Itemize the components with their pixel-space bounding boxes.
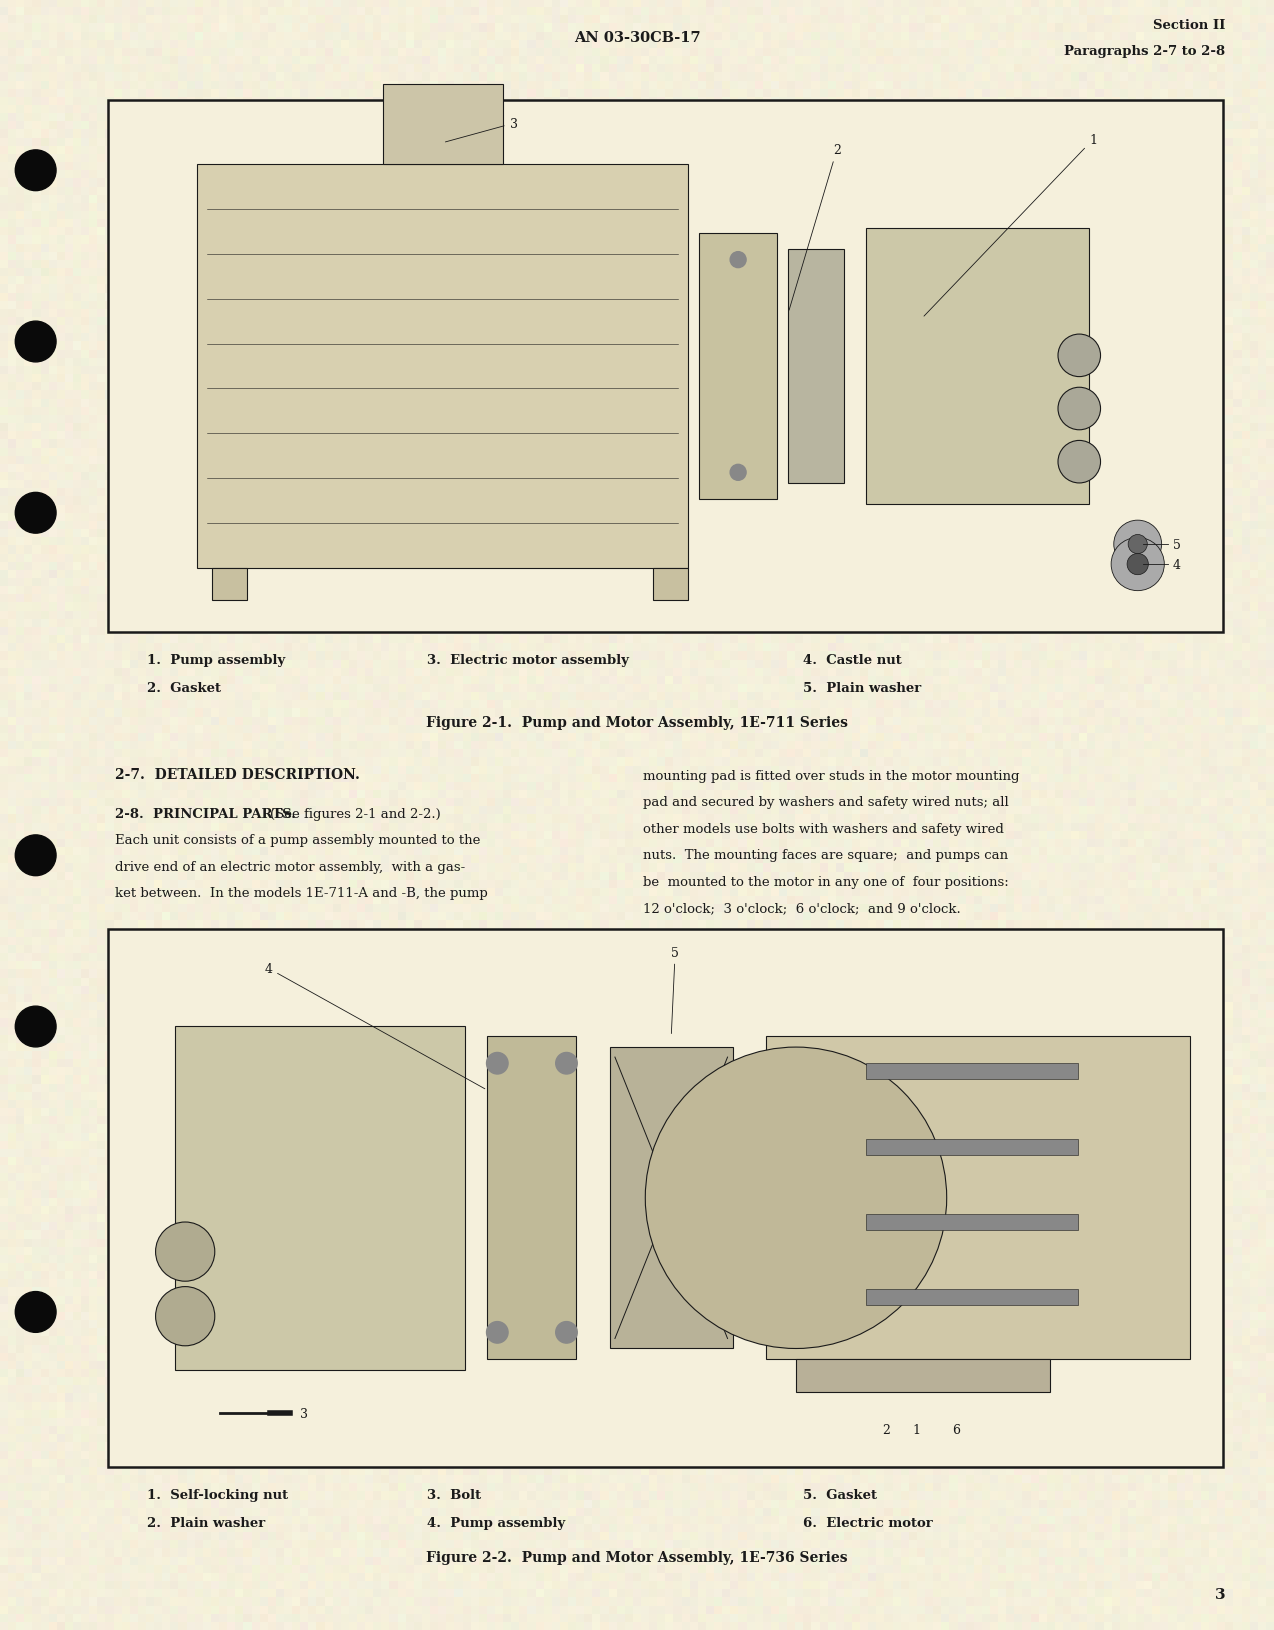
Bar <box>610 1048 733 1348</box>
Circle shape <box>1129 535 1148 554</box>
Text: other models use bolts with washers and safety wired: other models use bolts with washers and … <box>643 822 1004 835</box>
Text: Section II: Section II <box>1153 18 1226 31</box>
Text: 6.  Electric motor: 6. Electric motor <box>803 1516 933 1529</box>
Circle shape <box>1057 388 1101 430</box>
Text: 1: 1 <box>924 134 1097 316</box>
Bar <box>197 165 688 569</box>
Text: 2.  Plain washer: 2. Plain washer <box>147 1516 265 1529</box>
Circle shape <box>155 1286 215 1346</box>
Text: 1: 1 <box>912 1423 920 1436</box>
Bar <box>866 1289 1078 1306</box>
Text: 4: 4 <box>265 962 485 1089</box>
Circle shape <box>155 1222 215 1281</box>
Text: be  mounted to the motor in any one of  four positions:: be mounted to the motor in any one of fo… <box>643 875 1009 888</box>
Bar <box>108 929 1223 1467</box>
Bar <box>789 249 843 484</box>
Circle shape <box>487 1322 508 1343</box>
Text: Figure 2-1.  Pump and Motor Assembly, 1E-711 Series: Figure 2-1. Pump and Motor Assembly, 1E-… <box>426 716 848 729</box>
Text: 3.  Bolt: 3. Bolt <box>427 1488 480 1501</box>
Text: (See figures 2-1 and 2-2.): (See figures 2-1 and 2-2.) <box>270 807 441 820</box>
Bar <box>866 1139 1078 1156</box>
Bar <box>796 1359 1050 1392</box>
Text: 2-8.  PRINCIPAL PARTS.: 2-8. PRINCIPAL PARTS. <box>115 807 296 820</box>
Circle shape <box>1057 334 1101 378</box>
Circle shape <box>15 1007 56 1046</box>
Text: 2: 2 <box>882 1423 891 1436</box>
Bar <box>866 228 1089 505</box>
Text: Paragraphs 2-7 to 2-8: Paragraphs 2-7 to 2-8 <box>1065 44 1226 57</box>
Text: 3: 3 <box>299 1407 308 1420</box>
Text: 2.  Gasket: 2. Gasket <box>147 681 220 694</box>
Bar <box>866 1214 1078 1231</box>
Text: 5: 5 <box>1172 538 1181 551</box>
Bar <box>108 101 1223 632</box>
Text: drive end of an electric motor assembly,  with a gas-: drive end of an electric motor assembly,… <box>115 861 465 874</box>
Bar <box>654 569 688 600</box>
Text: 5.  Gasket: 5. Gasket <box>803 1488 877 1501</box>
Circle shape <box>1057 442 1101 484</box>
Text: Each unit consists of a pump assembly mounted to the: Each unit consists of a pump assembly mo… <box>115 835 480 848</box>
Bar <box>487 1037 576 1359</box>
Circle shape <box>487 1053 508 1074</box>
Text: 12 o'clock;  3 o'clock;  6 o'clock;  and 9 o'clock.: 12 o'clock; 3 o'clock; 6 o'clock; and 9 … <box>643 901 961 914</box>
Text: Figure 2-2.  Pump and Motor Assembly, 1E-736 Series: Figure 2-2. Pump and Motor Assembly, 1E-… <box>427 1550 847 1563</box>
Circle shape <box>730 253 747 269</box>
Circle shape <box>1127 554 1148 575</box>
Bar <box>766 1037 1190 1359</box>
Circle shape <box>646 1048 947 1348</box>
Text: 3: 3 <box>1215 1588 1226 1601</box>
Bar <box>213 569 247 600</box>
Text: 1.  Pump assembly: 1. Pump assembly <box>147 654 285 667</box>
Circle shape <box>555 1322 577 1343</box>
Circle shape <box>730 465 747 481</box>
Text: 5.  Plain washer: 5. Plain washer <box>803 681 921 694</box>
Text: AN 03-30CB-17: AN 03-30CB-17 <box>573 31 701 46</box>
Text: 3.  Electric motor assembly: 3. Electric motor assembly <box>427 654 629 667</box>
Circle shape <box>15 152 56 191</box>
Circle shape <box>1111 538 1164 592</box>
Text: 2: 2 <box>789 143 841 311</box>
Circle shape <box>15 494 56 533</box>
Text: 3: 3 <box>446 117 517 143</box>
Text: ket between.  In the models 1E-711-A and -B, the pump: ket between. In the models 1E-711-A and … <box>115 887 488 900</box>
Text: 1.  Self-locking nut: 1. Self-locking nut <box>147 1488 288 1501</box>
Circle shape <box>15 1293 56 1332</box>
Bar <box>699 235 777 500</box>
Text: 2-7.  DETAILED DESCRIPTION.: 2-7. DETAILED DESCRIPTION. <box>115 768 359 781</box>
Text: 6: 6 <box>952 1423 961 1436</box>
Text: 4: 4 <box>1172 557 1181 570</box>
Circle shape <box>15 323 56 362</box>
Circle shape <box>555 1053 577 1074</box>
Text: mounting pad is fitted over studs in the motor mounting: mounting pad is fitted over studs in the… <box>643 769 1020 782</box>
Bar <box>866 1064 1078 1079</box>
Text: 4.  Castle nut: 4. Castle nut <box>803 654 902 667</box>
Circle shape <box>15 836 56 875</box>
Circle shape <box>1113 522 1162 569</box>
Text: pad and secured by washers and safety wired nuts; all: pad and secured by washers and safety wi… <box>643 795 1009 808</box>
Bar <box>176 1025 465 1371</box>
Bar <box>382 85 503 165</box>
Text: nuts.  The mounting faces are square;  and pumps can: nuts. The mounting faces are square; and… <box>643 849 1009 862</box>
Text: 4.  Pump assembly: 4. Pump assembly <box>427 1516 566 1529</box>
Text: 5: 5 <box>671 945 679 1033</box>
